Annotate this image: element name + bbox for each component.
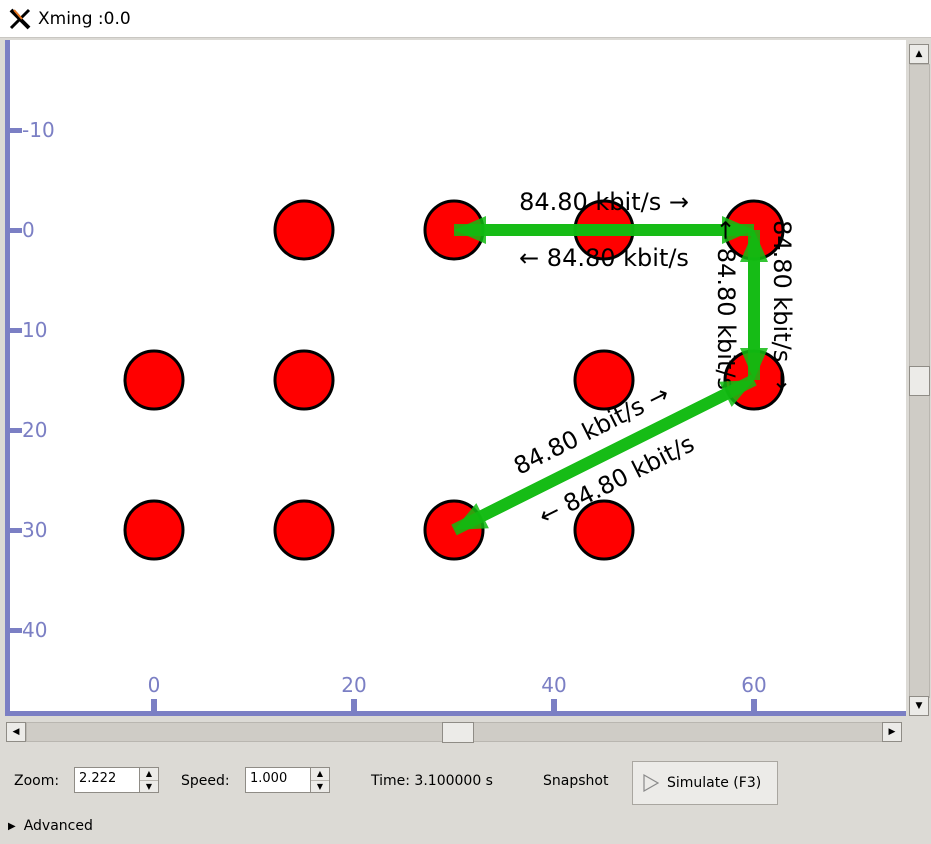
horizontal-scroll-thumb[interactable]	[442, 722, 474, 743]
window-title: Xming :0.0	[38, 8, 131, 29]
network-node[interactable]	[273, 499, 335, 561]
speed-increment-icon[interactable]: ▲	[311, 768, 329, 781]
flow-rate-label: 84.80 kbit/s →	[519, 188, 689, 216]
zoom-increment-icon[interactable]: ▲	[140, 768, 158, 781]
x-tick	[351, 699, 357, 711]
y-axis-line	[5, 40, 10, 716]
triangle-right-icon: ▶	[8, 820, 16, 832]
y-tick-label: 30	[22, 518, 47, 542]
topology-view[interactable]: 0 20 40 60 -10 0 10 20 30 40 84.80 kbit/s → ← 84.80…	[5, 40, 906, 716]
y-tick-label: 20	[22, 418, 47, 442]
network-node[interactable]	[123, 499, 185, 561]
y-tick	[10, 128, 22, 133]
control-toolbar: Zoom: 2.222 ▲ ▼ Speed: 1.000 ▲ ▼ Time: 3…	[0, 752, 931, 810]
x-tick	[751, 699, 757, 711]
speed-label: Speed:	[181, 773, 230, 789]
zoom-label: Zoom:	[14, 773, 60, 789]
y-tick-label: 40	[22, 618, 47, 642]
advanced-label: Advanced	[23, 818, 93, 834]
flow-rate-label: 84.80 kbit/s →	[768, 220, 796, 390]
vertical-scrollbar[interactable]: ▲ ▼	[906, 40, 931, 720]
speed-decrement-icon[interactable]: ▼	[316, 781, 324, 791]
x-tick-label: 40	[541, 673, 566, 697]
scroll-left-button[interactable]: ◀	[6, 722, 26, 742]
network-node[interactable]	[273, 199, 335, 261]
flow-rate-label: ← 84.80 kbit/s	[519, 244, 689, 272]
x-tick-label: 60	[741, 673, 766, 697]
y-tick-label: 10	[22, 318, 47, 342]
speed-spinbox[interactable]: 1.000 ▲ ▼	[245, 767, 330, 793]
horizontal-scrollbar[interactable]: ◀ ▶	[5, 720, 906, 745]
y-tick	[10, 328, 22, 333]
flow-arrow-shaft	[479, 374, 757, 522]
advanced-expander[interactable]: ▶ Advanced	[8, 818, 93, 834]
network-node[interactable]	[273, 349, 335, 411]
time-readout: Time: 3.100000 s	[371, 773, 493, 789]
y-tick	[10, 428, 22, 433]
network-node[interactable]	[573, 349, 635, 411]
vertical-scroll-thumb[interactable]	[909, 366, 930, 396]
zoom-spinbox[interactable]: 2.222 ▲ ▼	[74, 767, 159, 793]
y-tick-label: -10	[22, 118, 55, 142]
flow-arrow-head	[740, 230, 768, 262]
x-axis-line	[5, 711, 906, 716]
xming-logo-icon	[9, 8, 31, 29]
title-bar: Xming :0.0	[0, 0, 931, 38]
x-tick-label: 20	[341, 673, 366, 697]
snapshot-button[interactable]: Snapshot	[543, 773, 609, 789]
simulate-button[interactable]: Simulate (F3)	[632, 761, 778, 805]
x-tick	[151, 699, 157, 711]
network-node[interactable]	[573, 499, 635, 561]
scroll-up-button[interactable]: ▲	[909, 44, 929, 64]
y-tick	[10, 528, 22, 533]
simulate-label: Simulate (F3)	[667, 775, 762, 791]
zoom-decrement-icon[interactable]: ▼	[145, 781, 153, 791]
y-tick	[10, 628, 22, 633]
flow-arrow-head	[454, 216, 486, 244]
flow-rate-label: ← 84.80 kbit/s	[712, 220, 740, 390]
y-tick	[10, 228, 22, 233]
flow-arrow-head	[454, 503, 489, 530]
x-tick-label: 0	[148, 673, 161, 697]
scroll-right-button[interactable]: ▶	[882, 722, 902, 742]
y-tick-label: 0	[22, 218, 35, 242]
scroll-down-button[interactable]: ▼	[909, 696, 929, 716]
x-tick	[551, 699, 557, 711]
speed-value[interactable]: 1.000	[250, 771, 288, 786]
zoom-value[interactable]: 2.222	[79, 771, 117, 786]
simulation-canvas[interactable]: 0 20 40 60 -10 0 10 20 30 40 84.80 kbit/s → ← 84.80…	[5, 40, 906, 716]
network-node[interactable]	[123, 349, 185, 411]
play-icon	[643, 774, 659, 792]
